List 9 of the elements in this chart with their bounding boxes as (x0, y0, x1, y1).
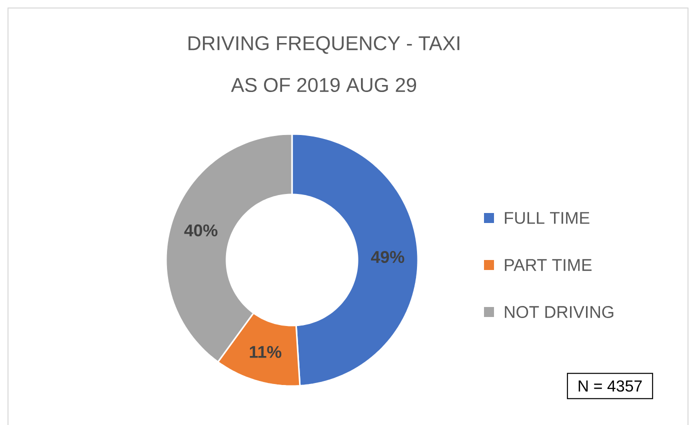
legend-label: FULL TIME (504, 212, 590, 224)
legend-label: PART TIME (504, 259, 592, 271)
text: N = 4357 (578, 380, 642, 392)
data-label: 40% (184, 224, 218, 236)
legend-label: NOT DRIVING (504, 306, 614, 318)
data-label: 11% (250, 346, 282, 358)
data-label: 49% (371, 250, 404, 263)
chart-title: DRIVING FREQUENCY - TAXI (188, 36, 460, 54)
chart-subtitle: AS OF 2019 AUG 29 (231, 78, 416, 92)
